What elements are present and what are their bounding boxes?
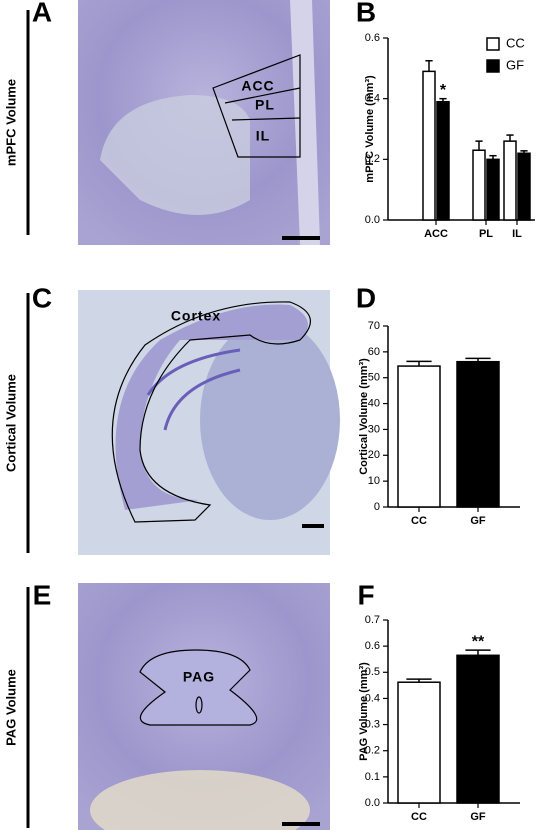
y-tick-label: 60: [368, 346, 380, 358]
bar: [436, 100, 450, 221]
bar: [397, 681, 441, 804]
y-tick-label: 50: [368, 372, 380, 384]
y-tick-label: 0.6: [365, 32, 380, 44]
panel-label: C: [32, 282, 52, 313]
y-tick-label: 0.2: [365, 745, 380, 757]
region-label: PL: [255, 97, 275, 113]
panel-label: A: [32, 0, 52, 27]
row-label: PAG Volume: [3, 669, 18, 746]
y-tick-label: 0.4: [365, 692, 380, 704]
y-tick-label: 70: [368, 320, 380, 332]
y-tick-label: 0.1: [365, 771, 380, 783]
significance: **: [472, 633, 485, 650]
region-label: Cortex: [171, 308, 221, 324]
row-label: mPFC Volume: [3, 79, 18, 166]
legend-swatch: [486, 37, 500, 51]
y-tick-label: 0.6: [365, 640, 380, 652]
x-tick-label: GF: [470, 515, 486, 527]
y-tick-label: 30: [368, 423, 380, 435]
significance: *: [440, 82, 447, 99]
y-tick-label: 20: [368, 449, 380, 461]
panel-label: F: [357, 579, 374, 610]
region-label: IL: [256, 128, 270, 144]
y-tick-label: 0.4: [365, 93, 380, 105]
x-tick-label: PL: [479, 228, 493, 240]
x-tick-label: IL: [512, 228, 522, 240]
y-tick-label: 0: [374, 501, 380, 513]
legend-swatch: [486, 59, 500, 73]
panel-label: B: [356, 0, 376, 27]
y-tick-label: 0.2: [365, 153, 380, 165]
bar: [486, 158, 500, 221]
y-tick-label: 0.0: [365, 214, 380, 226]
bar: [503, 140, 517, 221]
y-tick-label: 0.7: [365, 614, 380, 626]
x-tick-label: ACC: [424, 228, 448, 240]
x-tick-label: CC: [411, 515, 427, 527]
y-tick-label: 0.0: [365, 797, 380, 809]
y-tick-label: 0.5: [365, 666, 380, 678]
y-axis-label: PAG Volume (mm³): [358, 662, 370, 761]
panel-label: D: [356, 282, 376, 313]
row-label: Cortical Volume: [3, 374, 18, 472]
y-axis-label: Cortical Volume (mm³): [358, 358, 370, 475]
bar: [397, 365, 441, 508]
legend-label: GF: [506, 57, 524, 72]
x-tick-label: CC: [411, 811, 427, 823]
bar: [517, 152, 531, 221]
region-label: ACC: [241, 78, 274, 94]
bar: [422, 70, 436, 221]
panel-label: E: [33, 579, 52, 610]
bar: [472, 149, 486, 221]
y-tick-label: 0.3: [365, 718, 380, 730]
x-tick-label: GF: [470, 811, 486, 823]
histology-cortex: [78, 290, 340, 555]
region-label: PAG: [183, 669, 215, 685]
y-axis-label: mPFC Volume (mm³): [364, 75, 376, 183]
y-tick-label: 10: [368, 475, 380, 487]
histology-mpfc: [78, 0, 330, 245]
bar: [456, 360, 500, 508]
histology-pag: [78, 583, 330, 835]
y-tick-label: 40: [368, 397, 380, 409]
bar: [456, 654, 500, 804]
legend-label: CC: [506, 35, 525, 50]
